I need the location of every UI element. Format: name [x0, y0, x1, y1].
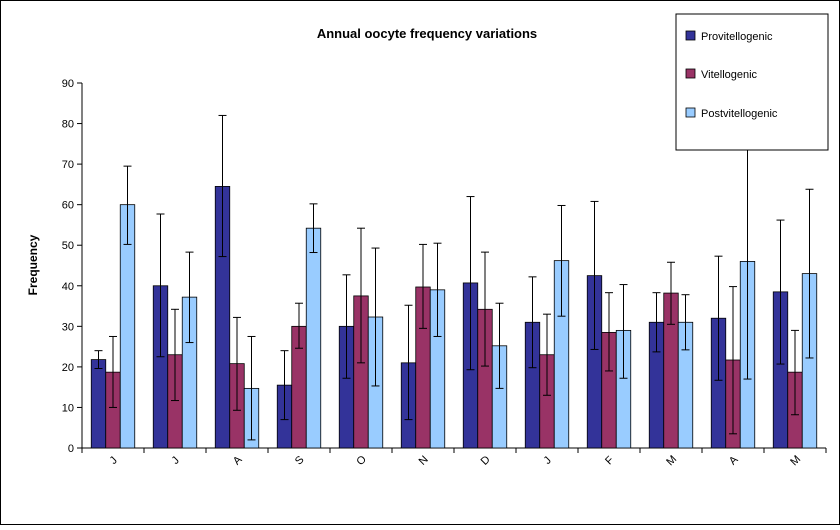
y-tick-label: 30	[62, 321, 74, 333]
y-tick-label: 40	[62, 281, 74, 293]
legend-swatch	[685, 68, 696, 79]
legend-swatch	[685, 107, 696, 118]
y-tick-label: 70	[62, 159, 74, 171]
legend-box	[675, 13, 829, 151]
y-tick-label: 60	[62, 200, 74, 212]
y-axis-label: Frequency	[26, 234, 40, 295]
y-tick-label: 80	[62, 119, 74, 131]
y-tick-label: 0	[68, 443, 74, 455]
y-tick-label: 10	[62, 402, 74, 414]
legend-swatch	[685, 30, 696, 41]
legend: Provitellogenic Vitellogenic Postvitelloge…	[675, 13, 829, 151]
legend-label: Postvitellogenic	[701, 108, 778, 120]
bar	[90, 359, 107, 449]
bar	[305, 227, 322, 449]
legend-label: Provitellogenic	[701, 31, 773, 43]
y-tick-label: 90	[62, 78, 74, 90]
y-tick-label: 20	[62, 362, 74, 374]
legend-label: Vitellogenic	[701, 69, 758, 81]
y-tick-label: 50	[62, 240, 74, 252]
chart-title: Annual oocyte frequency variations	[317, 26, 537, 41]
